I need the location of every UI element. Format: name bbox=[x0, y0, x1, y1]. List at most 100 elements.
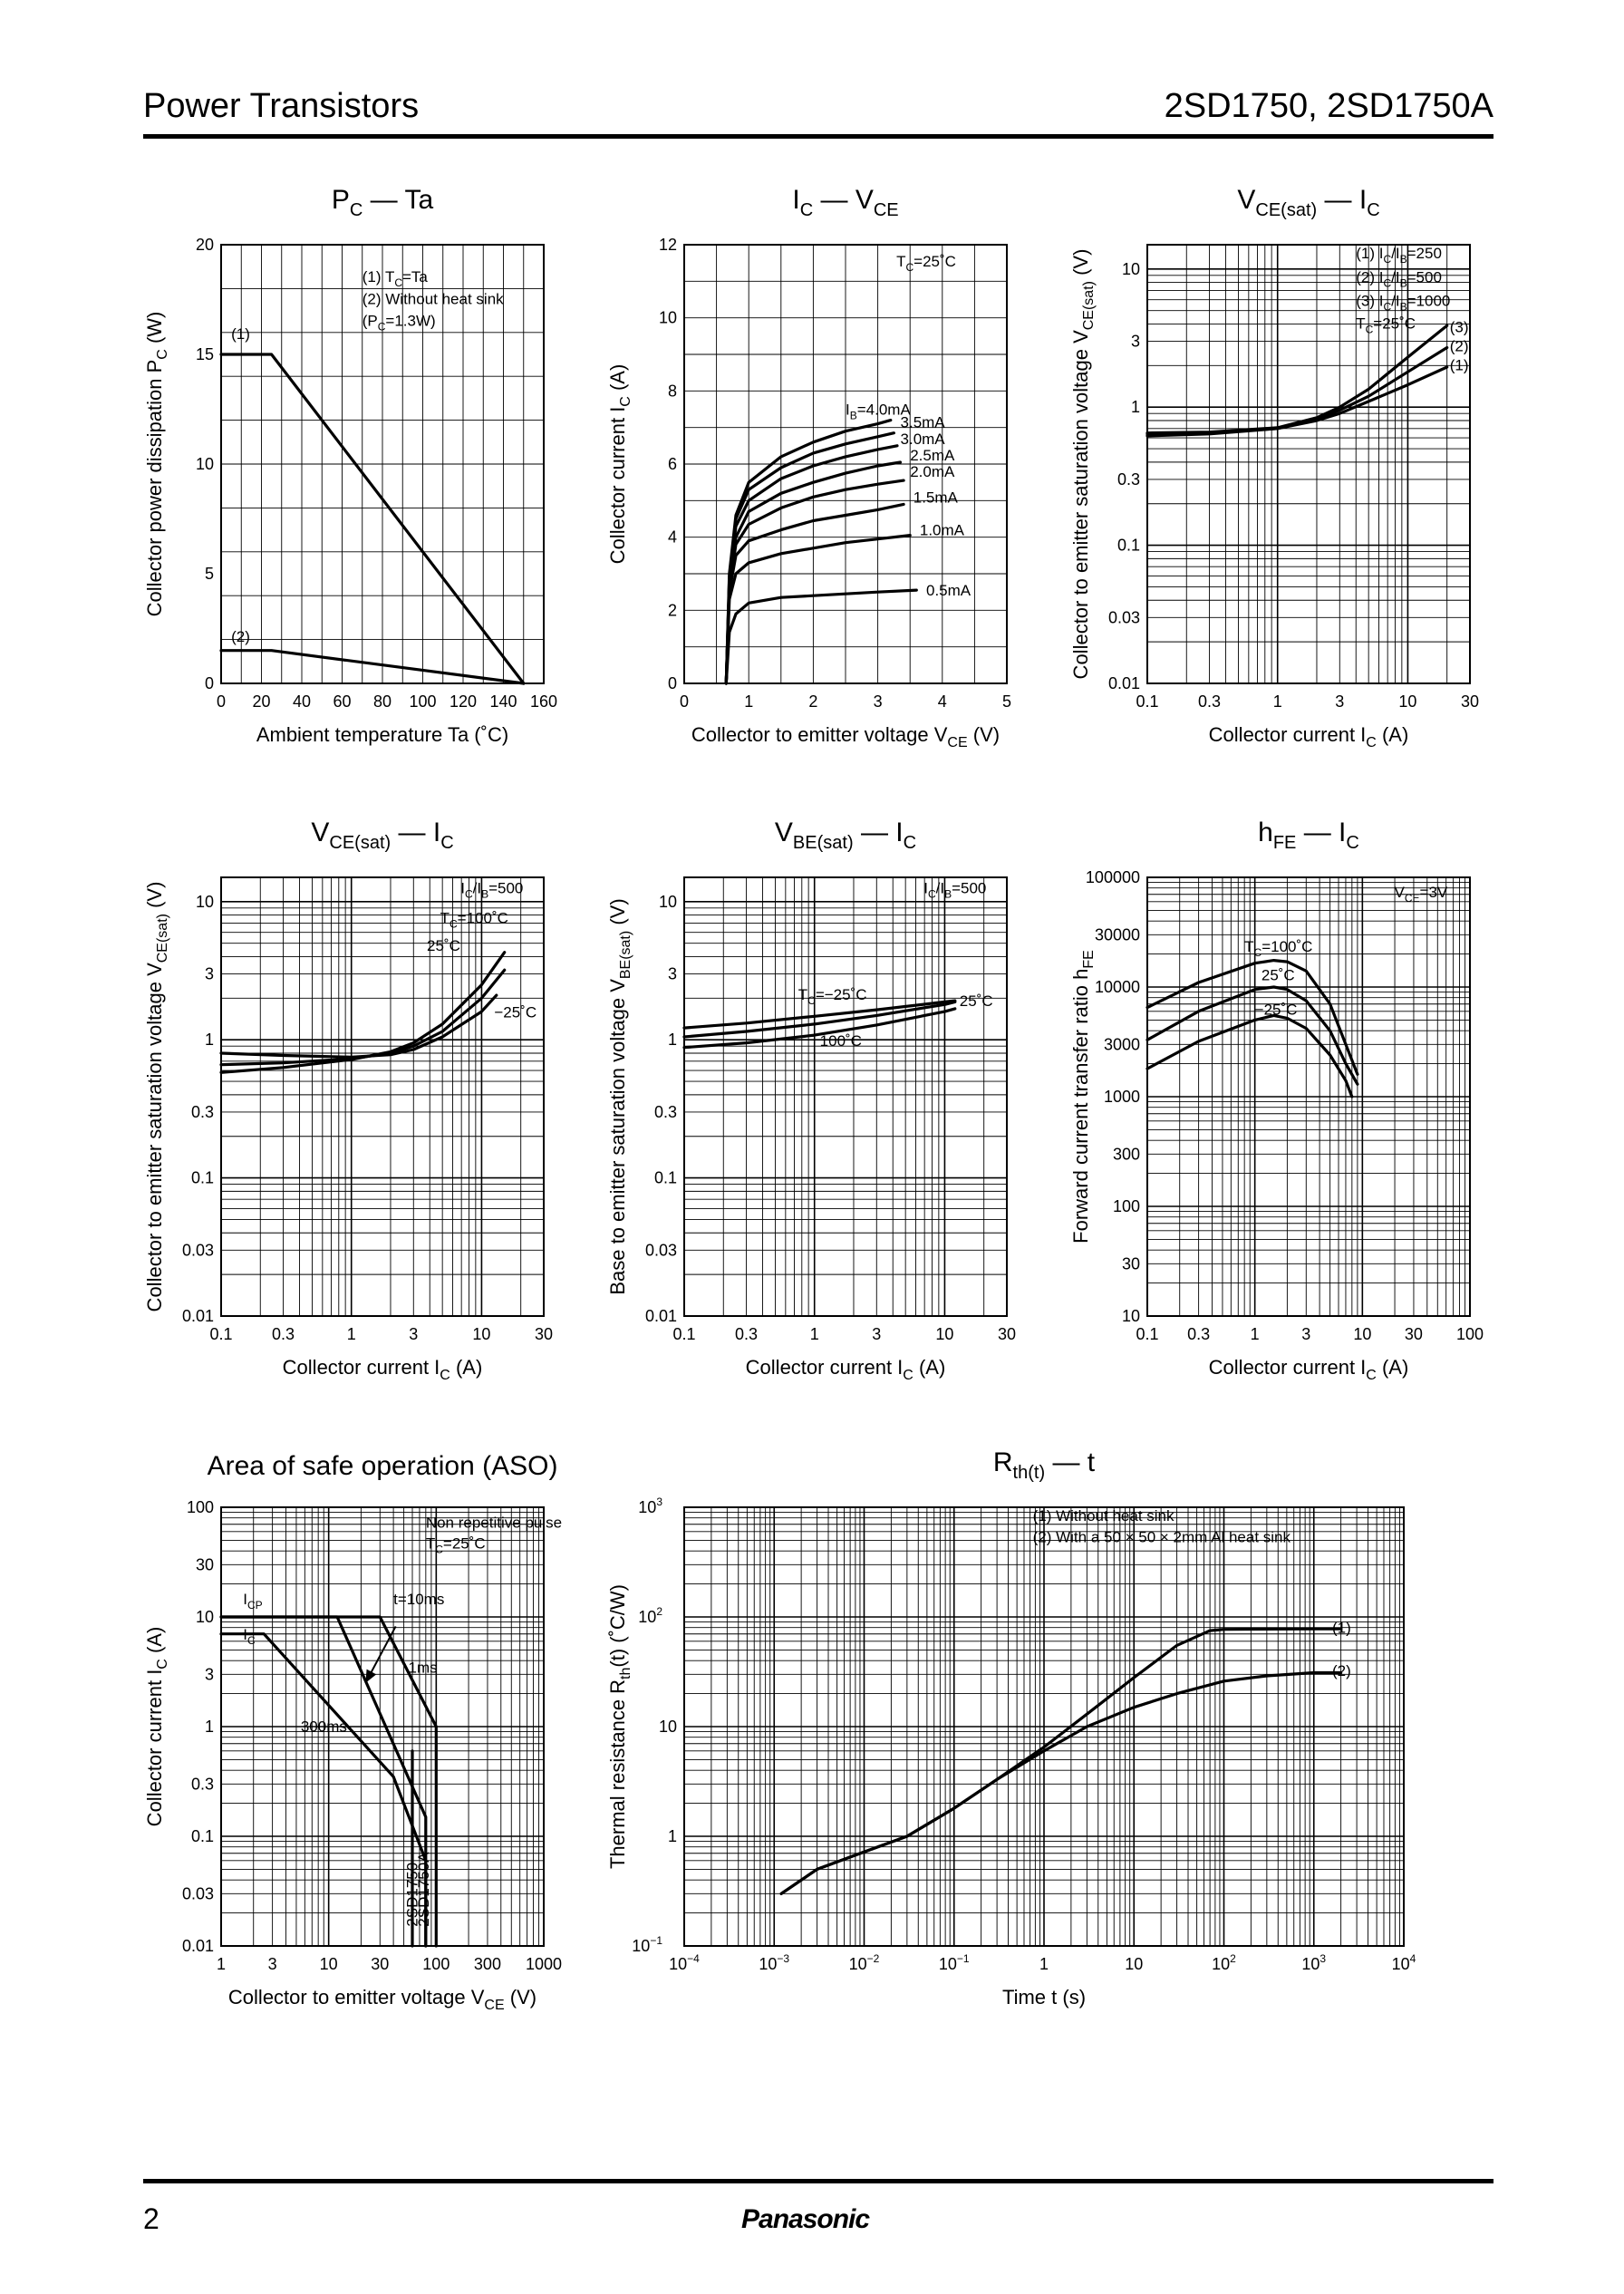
series-label-2: −25˚C bbox=[1255, 1001, 1298, 1018]
plot-frame bbox=[220, 1506, 545, 1947]
x-tick-label: 3 bbox=[268, 1955, 277, 1973]
chart-annotation: TC=25˚C bbox=[896, 253, 956, 274]
y-tick-label: 30 bbox=[1122, 1254, 1140, 1273]
chart-label-0: ICP bbox=[243, 1591, 262, 1612]
plot-frame bbox=[683, 1506, 1405, 1947]
plot-frame bbox=[683, 244, 1008, 684]
brand-logo: Panasonic bbox=[741, 2204, 870, 2234]
series-label-2: (3) bbox=[1450, 318, 1469, 335]
chart-label-2: t=10ms bbox=[393, 1591, 444, 1608]
y-tick-label: 1 bbox=[1131, 398, 1140, 416]
y-tick-label: 10 bbox=[659, 1718, 677, 1736]
header-title: Power Transistors bbox=[143, 87, 420, 125]
x-tick-label: 3 bbox=[409, 1325, 418, 1343]
y-tick-label: 10 bbox=[196, 455, 214, 473]
vertical-label-0: 2SD1750 bbox=[404, 1863, 421, 1927]
y-tick-label: 0 bbox=[668, 674, 677, 692]
chart-aso: Area of safe operation (ASO)1 3 10 30 100 300… bbox=[143, 1451, 562, 2013]
chart-rth-t: Rth(t) — t10−4 10−3 10−2 10−1 1 10 102 103 10410… bbox=[606, 1447, 1416, 2008]
grid bbox=[683, 1506, 1405, 1947]
x-tick-label: 30 bbox=[371, 1955, 389, 1973]
y-tick-label: 0.03 bbox=[645, 1241, 677, 1259]
tick-labels: 10−4 10−3 10−2 10−1 1 10 102 103 104 10−1 1 10 102 10… bbox=[632, 1495, 1416, 1973]
y-tick-label: 100 bbox=[187, 1498, 214, 1516]
y-tick-label: 0.3 bbox=[1117, 470, 1140, 489]
series-label-0: (1) bbox=[1332, 1619, 1351, 1636]
series-line-2 bbox=[1146, 324, 1449, 435]
x-tick-label: 1 bbox=[1273, 692, 1282, 711]
legend-entry-0: Non repetitive pulse bbox=[426, 1515, 562, 1532]
y-axis-label: Collector current IC (A) bbox=[143, 1627, 170, 1827]
chart-label-1: IC bbox=[243, 1626, 256, 1647]
page-number: 2 bbox=[143, 2202, 160, 2235]
y-tick-label: 3 bbox=[205, 965, 214, 983]
x-tick-label: 10 bbox=[320, 1955, 338, 1973]
series-label-3: 2.5mA bbox=[910, 447, 955, 464]
y-axis-label: Forward current transfer ratio hFE bbox=[1069, 950, 1097, 1244]
tick-labels: 1 3 10 30 100 300 1000 0.01 0.03 0.1 0.3 1 3 10 30 100 bbox=[182, 1498, 562, 1973]
series-label-1: (2) bbox=[1450, 337, 1469, 354]
chart-annotation: VCE=3V bbox=[1395, 884, 1448, 905]
x-tick-label: 10 bbox=[1353, 1325, 1371, 1343]
x-axis-label: Collector current IC (A) bbox=[1209, 1356, 1409, 1383]
legend-entry-2: (3) IC/IB=1000 bbox=[1356, 293, 1450, 314]
x-tick-label: 10−3 bbox=[759, 1952, 789, 1973]
y-tick-label: 12 bbox=[659, 236, 677, 254]
tick-labels: 0.1 0.3 1 3 10 30 100 10 30 100 300 1000 3000 10000 30… bbox=[1086, 868, 1484, 1343]
y-tick-label: 0.3 bbox=[191, 1775, 214, 1793]
x-tick-label: 10 bbox=[1398, 692, 1416, 711]
y-tick-label: 10 bbox=[196, 1608, 214, 1626]
y-tick-label: 1 bbox=[668, 1031, 677, 1049]
series-label-0: TC=100˚C bbox=[1244, 938, 1312, 959]
y-tick-label: 103 bbox=[638, 1495, 662, 1516]
x-tick-label: 10 bbox=[935, 1325, 953, 1343]
tick-labels: 0.1 0.3 1 3 10 30 0.01 0.03 0.1 0.3 1 3 10 bbox=[645, 893, 1016, 1343]
series-label-1: (2) bbox=[1332, 1662, 1351, 1679]
y-tick-label: 30 bbox=[196, 1555, 214, 1573]
x-tick-label: 0.1 bbox=[209, 1325, 232, 1343]
x-tick-label: 0.1 bbox=[1136, 692, 1158, 711]
series-line-1 bbox=[682, 1000, 957, 1039]
y-tick-label: 10 bbox=[659, 309, 677, 327]
plot-frame bbox=[220, 244, 545, 684]
y-tick-label: 10 bbox=[196, 893, 214, 911]
grid bbox=[220, 1506, 545, 1947]
legend-entry-3: TC=25˚C bbox=[1356, 315, 1416, 336]
legend-entry-2: (PC=1.3W) bbox=[362, 313, 436, 334]
y-tick-label: 6 bbox=[668, 455, 677, 473]
y-axis-label: Base to emitter saturation voltage VBE(s… bbox=[606, 898, 633, 1294]
series-label-1: 3.5mA bbox=[901, 414, 946, 431]
series-line-1 bbox=[724, 431, 895, 685]
legend-entry-1: TC=25˚C bbox=[426, 1535, 486, 1556]
x-tick-label: 1 bbox=[217, 1955, 226, 1973]
y-tick-label: 300 bbox=[1113, 1145, 1140, 1163]
y-tick-label: 3 bbox=[205, 1665, 214, 1683]
x-tick-label: 3 bbox=[1301, 1325, 1310, 1343]
y-tick-label: 100000 bbox=[1086, 868, 1140, 886]
legend-entry-1: (2) Without heat sink bbox=[362, 290, 504, 307]
x-tick-label: 4 bbox=[938, 692, 947, 711]
series-line-2 bbox=[1146, 1013, 1354, 1099]
x-tick-label: 0.3 bbox=[1198, 692, 1221, 711]
x-tick-label: 0.3 bbox=[1187, 1325, 1210, 1343]
footer-rule bbox=[143, 2179, 1494, 2183]
chart-title: Rth(t) — t bbox=[993, 1447, 1096, 1483]
series bbox=[1146, 959, 1359, 1099]
grid bbox=[220, 244, 545, 684]
y-axis-label: Collector power dissipation PC (W) bbox=[143, 312, 170, 617]
x-tick-label: 300 bbox=[474, 1955, 501, 1973]
chart-hfe-ic: hFE — IC 0.1 0.3 1 3 10 30 100 10 30 100 300 1000 300… bbox=[1069, 818, 1484, 1383]
series-label-2: −25˚C bbox=[494, 1004, 536, 1021]
chart-annotation: IC/IB=500 bbox=[460, 880, 523, 901]
series bbox=[724, 419, 918, 685]
y-tick-label: 8 bbox=[668, 382, 677, 400]
x-tick-label: 10 bbox=[472, 1325, 490, 1343]
y-tick-label: 30000 bbox=[1095, 925, 1140, 944]
y-tick-label: 1 bbox=[205, 1031, 214, 1049]
y-tick-label: 0.01 bbox=[645, 1307, 677, 1325]
chart-vbesat-ic: VBE(sat) — IC 0.1 0.3 1 3 10 30 0.01 0.03 0.1 0.3 1… bbox=[606, 818, 1016, 1383]
plot-frame bbox=[683, 876, 1008, 1317]
series-label-0: TC=100˚C bbox=[440, 909, 508, 930]
series-line-7 bbox=[724, 588, 918, 685]
series bbox=[219, 353, 526, 685]
